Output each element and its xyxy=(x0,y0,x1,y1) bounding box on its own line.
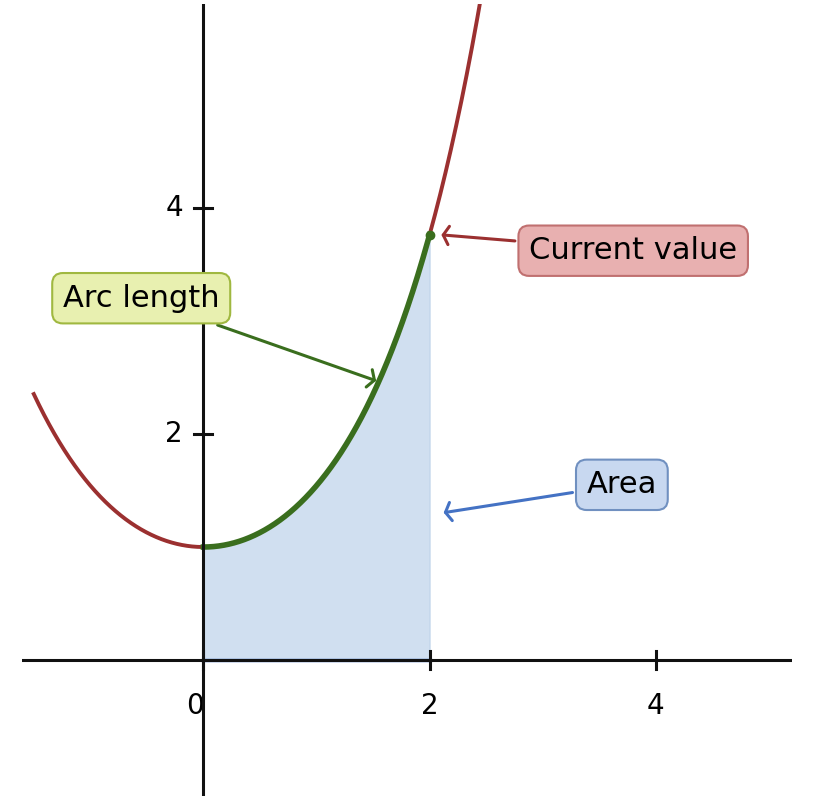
Text: Current value: Current value xyxy=(443,226,737,266)
Text: Area: Area xyxy=(445,470,657,521)
Text: 4: 4 xyxy=(165,194,183,222)
Text: 2: 2 xyxy=(421,692,439,720)
Text: Arc length: Arc length xyxy=(63,284,374,387)
Text: 0: 0 xyxy=(186,692,204,720)
Text: 4: 4 xyxy=(647,692,664,720)
Text: 2: 2 xyxy=(165,420,183,448)
